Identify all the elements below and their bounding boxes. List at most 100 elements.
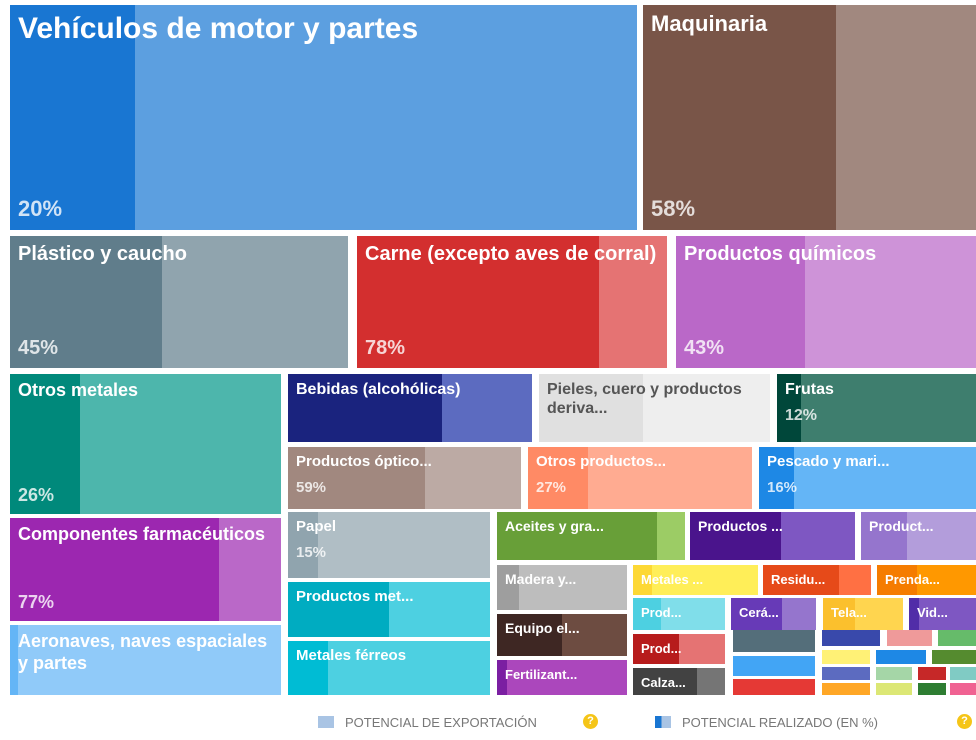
legend-text: POTENCIAL DE EXPORTACIÓN bbox=[345, 715, 537, 730]
realized-bar bbox=[497, 614, 562, 656]
tile-percent: 15% bbox=[296, 544, 327, 561]
tile-label: Productos met... bbox=[296, 588, 414, 605]
tile: Vid... bbox=[909, 598, 976, 630]
tile: Productos met... bbox=[288, 582, 490, 637]
tile: Productos óptico... 59% bbox=[288, 447, 521, 509]
realized-bar bbox=[10, 374, 81, 514]
tile-percent: 77% bbox=[18, 592, 55, 612]
realized-bar bbox=[10, 518, 219, 621]
realized-bar bbox=[909, 598, 920, 630]
tile: Pescado y mari... 16% bbox=[759, 447, 976, 509]
realized-bar bbox=[497, 512, 657, 560]
tile-label: Prenda... bbox=[885, 572, 940, 587]
help-icon[interactable]: ? bbox=[957, 714, 972, 729]
small-tile bbox=[932, 650, 976, 664]
tile-label: Productos óptico... bbox=[296, 453, 432, 470]
realized-bar bbox=[497, 565, 520, 610]
realized-bar bbox=[731, 598, 782, 630]
tile-label: Frutas bbox=[785, 381, 834, 398]
realized-bar bbox=[10, 625, 19, 695]
tile-percent: 26% bbox=[18, 485, 55, 505]
tile-label: Tela... bbox=[831, 605, 867, 620]
tile: Plástico y caucho 45% bbox=[10, 236, 348, 368]
realized-bar bbox=[690, 512, 781, 560]
realized-bar bbox=[633, 634, 679, 664]
realized-bar bbox=[288, 641, 329, 695]
tile: Componentes farmacéuticos 77% bbox=[10, 518, 281, 621]
help-icon[interactable]: ? bbox=[583, 714, 598, 729]
tile-label: Productos químicos bbox=[684, 243, 877, 265]
tile-percent: 16% bbox=[767, 479, 798, 496]
tile-label: Plástico y caucho bbox=[18, 243, 187, 265]
legend: POTENCIAL DE EXPORTACIÓN ? POTENCIAL REA… bbox=[0, 702, 976, 740]
realized-bar bbox=[528, 447, 589, 509]
small-tile bbox=[876, 683, 912, 695]
tile-label: Residu... bbox=[771, 572, 826, 587]
tile-label: Carne (excepto aves de corral) bbox=[365, 243, 657, 265]
realized-bar bbox=[288, 512, 319, 578]
tile: Product... bbox=[861, 512, 976, 560]
tile-percent: 27% bbox=[536, 479, 567, 496]
small-tile bbox=[950, 683, 976, 695]
tile-label: Equipo el... bbox=[505, 620, 580, 636]
tile-percent: 58% bbox=[651, 196, 696, 221]
realized-bar bbox=[676, 236, 805, 368]
tile-percent: 12% bbox=[785, 407, 818, 425]
tile-label: Maquinaria bbox=[651, 11, 768, 36]
tile: Papel 15% bbox=[288, 512, 490, 578]
tile-label: Vid... bbox=[917, 605, 948, 620]
realized-bar bbox=[10, 236, 163, 368]
tile-label: Vehículos de motor y partes bbox=[18, 12, 419, 45]
tile: Tela... bbox=[823, 598, 903, 630]
realized-bar bbox=[288, 374, 442, 442]
tile-label: Productos ... bbox=[698, 518, 783, 534]
small-tile bbox=[822, 683, 870, 695]
tile-label: Aceites y gra... bbox=[505, 518, 604, 534]
realized-bar bbox=[497, 660, 508, 695]
realized-bar bbox=[633, 598, 661, 630]
tile-label: Product... bbox=[869, 518, 934, 534]
tile-label: Otros metales bbox=[18, 380, 139, 400]
tile: Metales férreos bbox=[288, 641, 490, 695]
small-tile bbox=[822, 667, 870, 680]
tile-label: Componentes farmacéuticos bbox=[18, 524, 266, 544]
small-tile bbox=[918, 683, 946, 695]
tile-label: Papel bbox=[296, 518, 337, 535]
tile-label: Fertilizant... bbox=[505, 667, 578, 682]
tile-percent: 78% bbox=[365, 337, 406, 359]
small-tile bbox=[938, 630, 976, 646]
tile-label: Prod... bbox=[641, 605, 682, 620]
small-tile bbox=[950, 667, 976, 680]
realized-bar bbox=[643, 5, 837, 230]
tile: Maquinaria 58% bbox=[643, 5, 976, 230]
small-tile bbox=[887, 630, 932, 646]
tile-label: Pieles, cuero y productos deriva... bbox=[547, 381, 742, 418]
small-tile bbox=[733, 630, 815, 652]
realized-bar bbox=[539, 374, 643, 442]
realized-bar bbox=[861, 512, 907, 560]
tile: Madera y... bbox=[497, 565, 627, 610]
realized-bar bbox=[10, 5, 136, 230]
tile: Prenda... bbox=[877, 565, 976, 595]
tile-label: Bebidas (alcohólicas) bbox=[296, 381, 461, 398]
small-tile bbox=[733, 656, 815, 676]
tile: Residu... bbox=[763, 565, 871, 595]
tile: Otros productos... 27% bbox=[528, 447, 752, 509]
realized-bar bbox=[633, 668, 698, 695]
tile-percent: 20% bbox=[18, 196, 63, 221]
tile-label: Metales férreos bbox=[296, 647, 407, 664]
tile: Productos ... bbox=[690, 512, 855, 560]
tile: Bebidas (alcohólicas) bbox=[288, 374, 532, 442]
tile: Productos químicos 43% bbox=[676, 236, 976, 368]
tile: Prod... bbox=[633, 598, 725, 630]
realized-bar bbox=[288, 447, 426, 509]
tile-label: Calza... bbox=[641, 675, 686, 690]
tile-percent: 59% bbox=[296, 479, 327, 496]
tile: Prod... bbox=[633, 634, 725, 664]
tile-percent: 43% bbox=[684, 337, 725, 359]
small-tile bbox=[876, 667, 912, 680]
tile: Fertilizant... bbox=[497, 660, 627, 695]
realized-bar bbox=[777, 374, 801, 442]
tile: Frutas 12% bbox=[777, 374, 976, 442]
